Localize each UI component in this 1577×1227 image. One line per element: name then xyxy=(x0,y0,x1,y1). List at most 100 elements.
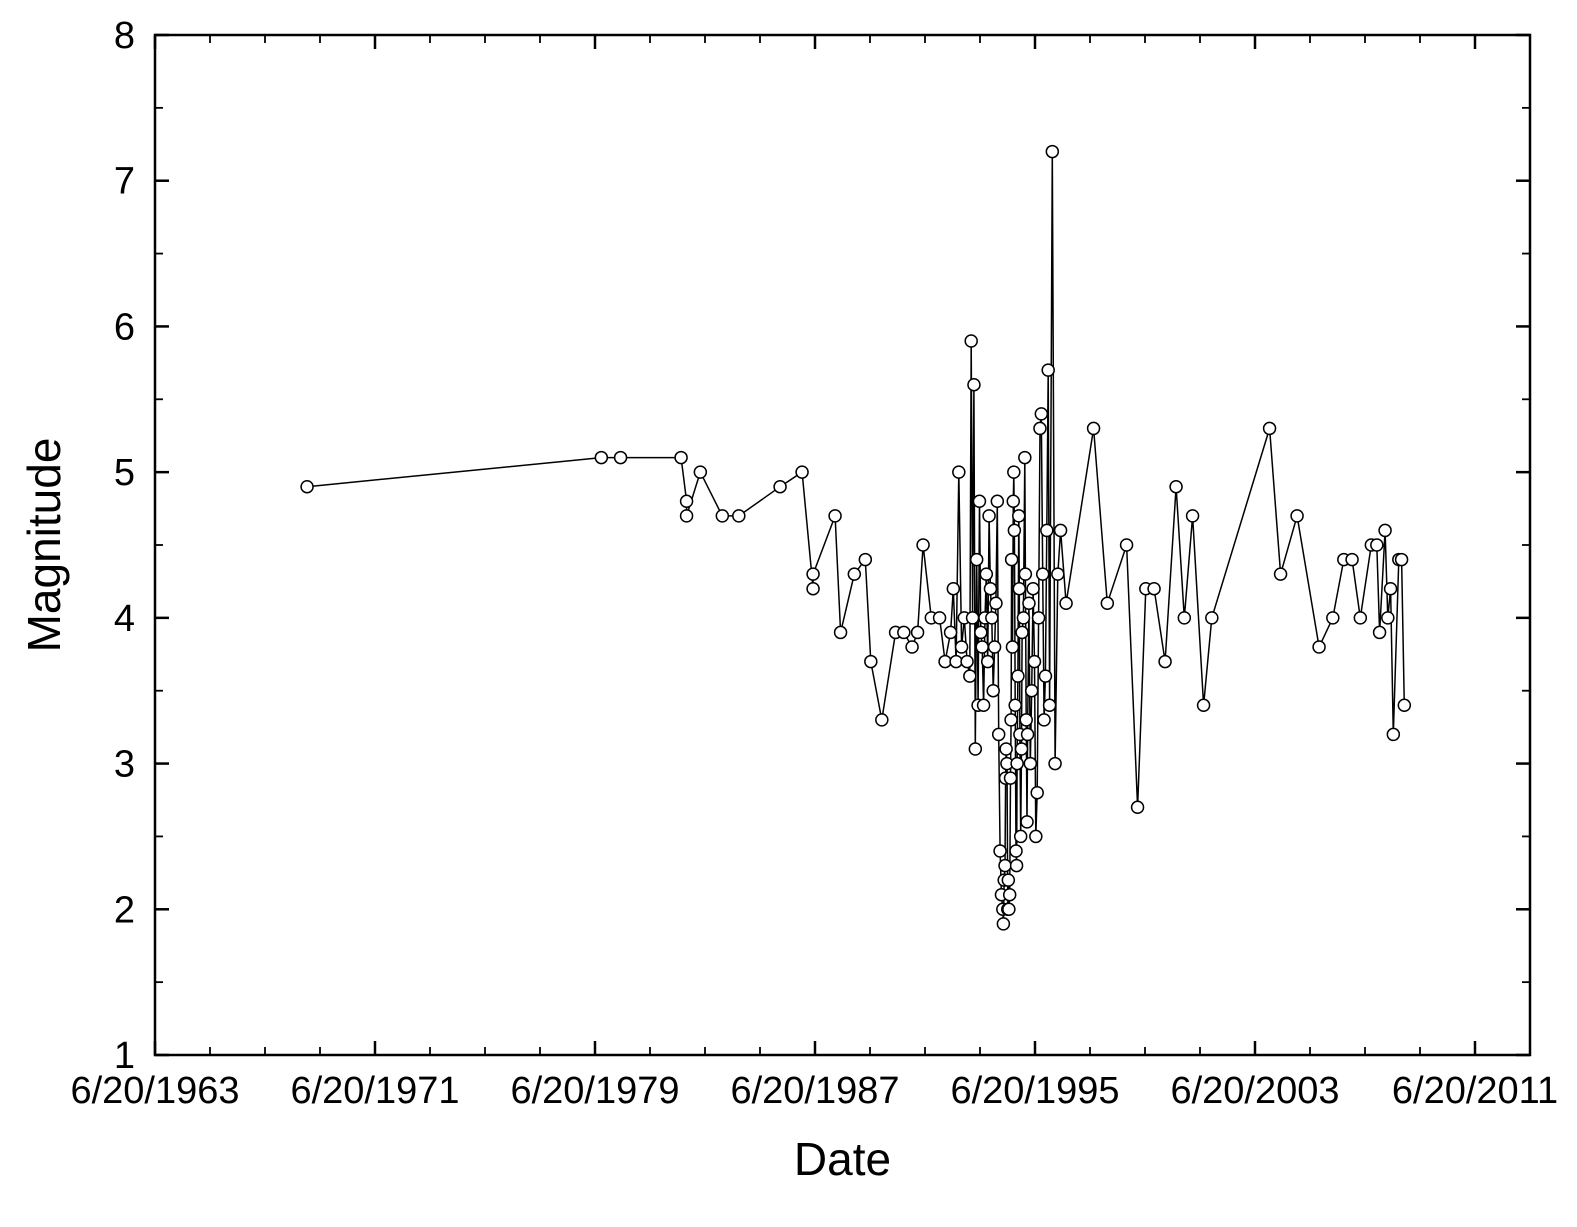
data-point xyxy=(997,918,1009,930)
data-point xyxy=(1187,510,1199,522)
data-point xyxy=(1313,641,1325,653)
data-point xyxy=(950,656,962,668)
y-tick-label: 4 xyxy=(114,598,135,640)
data-point xyxy=(1041,524,1053,536)
y-tick-label: 6 xyxy=(114,306,135,348)
data-point xyxy=(1021,816,1033,828)
x-tick-label: 6/20/1979 xyxy=(510,1070,679,1112)
data-point xyxy=(301,481,313,493)
data-point xyxy=(1006,641,1018,653)
data-point xyxy=(1013,510,1025,522)
x-tick-label: 6/20/1963 xyxy=(70,1070,239,1112)
data-point xyxy=(1132,801,1144,813)
data-point xyxy=(1013,583,1025,595)
data-point xyxy=(1003,903,1015,915)
x-tick-label: 6/20/1987 xyxy=(730,1070,899,1112)
y-tick-label: 2 xyxy=(114,889,135,931)
data-point xyxy=(1044,699,1056,711)
x-tick-label: 6/20/2003 xyxy=(1170,1070,1339,1112)
y-tick-label: 5 xyxy=(114,452,135,494)
data-point xyxy=(829,510,841,522)
data-point xyxy=(917,539,929,551)
data-point xyxy=(1024,758,1036,770)
x-tick-label: 6/20/2011 xyxy=(1392,1070,1558,1112)
data-point xyxy=(1006,554,1018,566)
data-point xyxy=(906,641,918,653)
data-point xyxy=(1055,524,1067,536)
data-point xyxy=(716,510,728,522)
data-point xyxy=(999,860,1011,872)
data-point xyxy=(865,656,877,668)
data-point xyxy=(1026,685,1038,697)
data-point xyxy=(1374,626,1386,638)
data-point xyxy=(1052,568,1064,580)
data-point xyxy=(1009,699,1021,711)
data-point xyxy=(1028,656,1040,668)
data-point xyxy=(1396,554,1408,566)
data-point xyxy=(1275,568,1287,580)
data-point xyxy=(969,743,981,755)
data-point xyxy=(1148,583,1160,595)
data-point xyxy=(983,510,995,522)
data-point xyxy=(1005,772,1017,784)
data-point xyxy=(1027,583,1039,595)
data-point xyxy=(1264,422,1276,434)
data-point xyxy=(1346,554,1358,566)
data-point xyxy=(1011,860,1023,872)
data-point xyxy=(965,335,977,347)
data-point xyxy=(1019,568,1031,580)
data-point xyxy=(1101,597,1113,609)
data-point xyxy=(989,641,1001,653)
data-point xyxy=(898,626,910,638)
data-point xyxy=(973,495,985,507)
data-point xyxy=(1198,699,1210,711)
data-point xyxy=(971,554,983,566)
y-axis-label: Magnitude xyxy=(18,438,70,653)
plot-area xyxy=(155,35,1530,1055)
data-point xyxy=(1371,539,1383,551)
data-line xyxy=(307,152,1404,924)
data-point xyxy=(987,685,999,697)
data-point xyxy=(1034,422,1046,434)
data-point xyxy=(733,510,745,522)
data-point xyxy=(1019,452,1031,464)
x-tick-label: 6/20/1995 xyxy=(950,1070,1119,1112)
data-point xyxy=(1354,612,1366,624)
data-point xyxy=(1379,524,1391,536)
data-point xyxy=(1020,714,1032,726)
data-point xyxy=(967,612,979,624)
magnitude-time-chart: 6/20/1963 6/20/1971 6/20/1979 6/20/1987 6/20… xyxy=(0,0,1577,1227)
data-point xyxy=(1060,597,1072,609)
data-point xyxy=(976,641,988,653)
data-point xyxy=(945,626,957,638)
data-point xyxy=(1004,889,1016,901)
data-point xyxy=(595,452,607,464)
data-point xyxy=(1035,408,1047,420)
y-tick-label: 7 xyxy=(114,161,135,203)
data-point xyxy=(968,379,980,391)
chart-container: 6/20/1963 6/20/1971 6/20/1979 6/20/1987 6/20… xyxy=(0,0,1577,1227)
data-point xyxy=(1016,626,1028,638)
data-point xyxy=(1011,758,1023,770)
data-point xyxy=(1016,743,1028,755)
data-point xyxy=(675,452,687,464)
data-point xyxy=(939,656,951,668)
data-point xyxy=(1008,524,1020,536)
data-point xyxy=(1037,568,1049,580)
x-tick-label: 6/20/1971 xyxy=(290,1070,459,1112)
data-point xyxy=(1039,670,1051,682)
data-point xyxy=(774,481,786,493)
data-point xyxy=(681,510,693,522)
data-point xyxy=(1007,495,1019,507)
data-point xyxy=(986,612,998,624)
data-point xyxy=(1015,830,1027,842)
data-point xyxy=(956,641,968,653)
y-tick-label: 8 xyxy=(114,15,135,57)
data-point xyxy=(982,656,994,668)
y-tick-label: 1 xyxy=(114,1035,135,1077)
data-point xyxy=(1385,583,1397,595)
data-point xyxy=(1038,714,1050,726)
data-point xyxy=(991,495,1003,507)
data-point xyxy=(1049,758,1061,770)
data-point xyxy=(859,554,871,566)
